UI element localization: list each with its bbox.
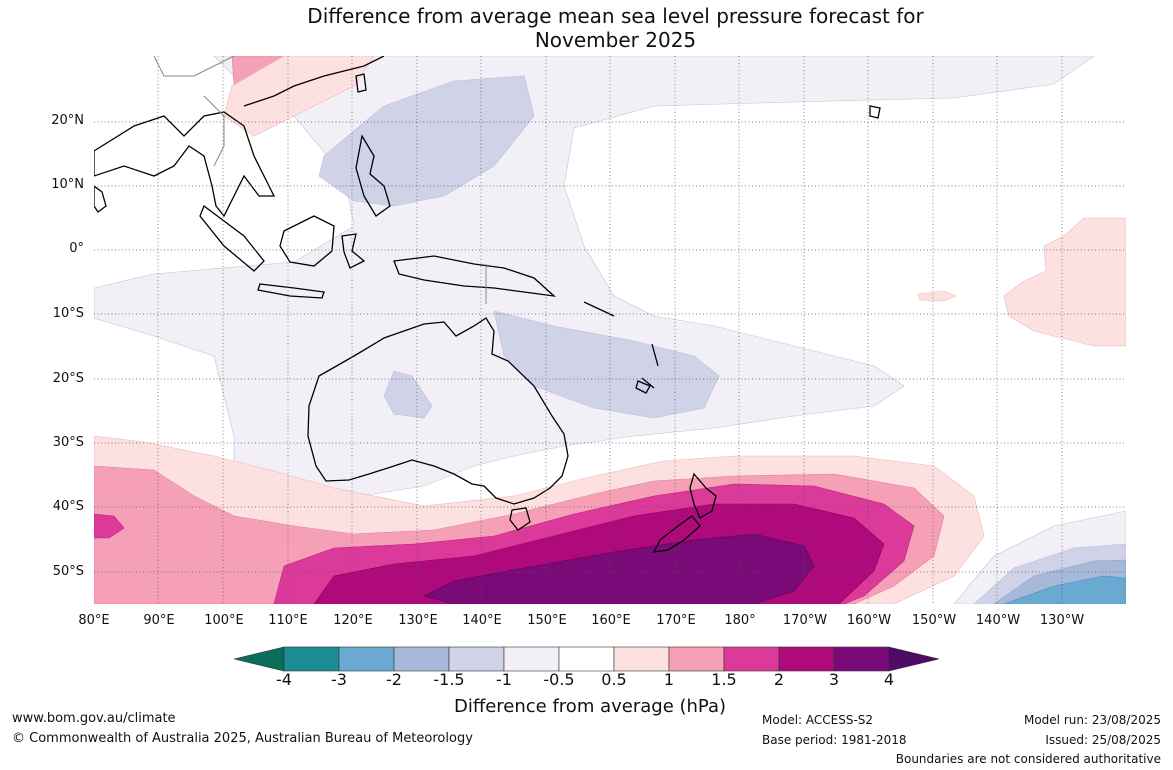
lon-label-150e: 150°E [527,613,567,628]
nz-north-island [689,472,717,519]
colorbar-tick: -0.5 [543,670,575,689]
map-canvas [94,56,1126,604]
anomaly-region-minus-1-central-aus [383,370,433,419]
lat-label-20s: 20°S [52,371,84,386]
colorbar-tick: 0.5 [601,670,627,689]
lon-label-140e: 140°E [462,613,502,628]
base-period: Base period: 1981-2018 [762,733,907,747]
colorbar-segment-below-4 [234,646,285,672]
title-line-2: November 2025 [534,28,697,52]
philippines-coast [355,134,391,217]
lon-label-170w: 170°W [782,613,828,628]
colorbar-tick: -1.5 [433,670,465,689]
colorbar [234,646,940,672]
colorbar-tick: 2 [773,670,785,689]
lat-label-10s: 10°S [52,306,84,321]
java-coast [257,283,325,299]
anomaly-region-plus-0.5-east-small [917,290,957,302]
colorbar-tick: -3 [331,670,347,689]
lat-label-0: 0° [69,241,84,256]
colorbar-tick: 1.5 [711,670,737,689]
coastlines [94,56,881,553]
copyright-text: © Commonwealth of Australia 2025, Austra… [12,731,473,746]
lat-label-10n: 10°N [51,177,84,192]
colorbar-tick: 3 [828,670,840,689]
issued-date: Issued: 25/08/2025 [1045,733,1161,747]
new-guinea-coast [393,255,556,297]
lat-label-40s: 40°S [52,499,84,514]
colorbar-segment-1-0.5 [503,646,560,672]
map-title: Difference from average mean sea level p… [0,4,1173,52]
lat-label-50s: 50°S [52,564,84,579]
colorbar-segment-neutral [558,646,615,672]
lat-label-30s: 30°S [52,435,84,450]
taiwan-coast [355,73,367,93]
colorbar-label: Difference from average (hPa) [453,696,727,717]
colorbar-segment-1.5-2 [723,646,780,672]
boundary-disclaimer: Boundaries are not considered authoritat… [895,752,1161,766]
lon-label-80e: 80°E [78,613,110,628]
lon-label-130w: 130°W [1039,613,1085,628]
borneo-coast [279,215,335,267]
title-line-1: Difference from average mean sea level p… [307,4,924,28]
sumatra-coast [199,204,265,272]
anomaly-region-plus-1.5-west [94,513,125,539]
lon-label-100e: 100°E [204,613,244,628]
colorbar-segment-1.5-1 [448,646,505,672]
tasmania-coast [509,507,531,531]
lon-label-130e: 130°E [398,613,438,628]
colorbar-tick: 1 [663,670,675,689]
model-run-date: Model run: 23/08/2025 [1023,713,1161,727]
colorbar-segment-1-1.5 [668,646,725,672]
pressure-anomaly-map [94,56,1126,604]
sulawesi-coast [341,233,366,269]
colorbar-segment-2-1.5 [393,646,450,672]
lon-label-170e: 170°E [656,613,696,628]
lon-label-160w: 160°W [846,613,892,628]
lon-label-140w: 140°W [975,613,1021,628]
anomaly-region-plus-3 [423,533,815,604]
colorbar-segment-4-3 [283,646,340,672]
colorbar-tick: -2 [386,670,402,689]
colorbar-segment-above-4 [888,646,940,672]
colorbar-tick: -4 [276,670,292,689]
country-borders [153,56,487,304]
anomaly-region-minus-3-se [1003,575,1126,604]
lon-label-150w: 150°W [911,613,957,628]
colorbar-segment-0.5-1 [613,646,670,672]
website-link[interactable]: www.bom.gov.au/climate [12,711,176,726]
china-coast [243,56,385,107]
lon-label-90e: 90°E [143,613,175,628]
nz-south-island [652,515,701,553]
lon-label-110e: 110°E [268,613,308,628]
australia-coast [307,317,569,505]
colorbar-tick: -1 [496,670,512,689]
new-caledonia-coast [641,377,655,389]
lat-label-20n: 20°N [51,113,84,128]
colorbar-tick: 4 [883,670,895,689]
lon-label-180: 180° [724,613,756,628]
colorbar-segment-2-3 [778,646,835,672]
anomaly-region-plus-0.5-asia [223,56,375,137]
asia-mainland-coast [94,111,276,218]
colorbar-segment-3-4 [833,646,890,672]
lon-label-160e: 160°E [591,613,631,628]
hawaii-coast [869,105,881,119]
sri-lanka-coast [94,185,107,213]
model-name: Model: ACCESS-S2 [762,713,874,727]
lon-label-120e: 120°E [333,613,373,628]
vanuatu-coast [651,343,659,367]
graticule [94,56,1126,604]
colorbar-segment-3-2 [338,646,395,672]
anomaly-region-minus-1-north [318,75,535,207]
fiji-coast [635,380,651,394]
